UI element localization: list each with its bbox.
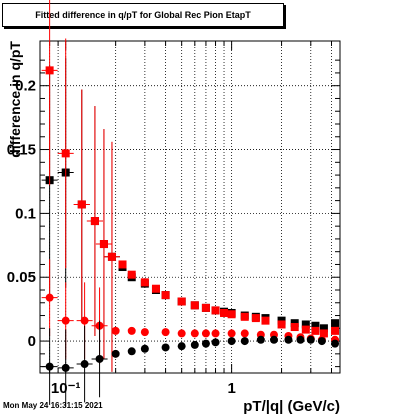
data-point-square <box>301 320 310 329</box>
data-point-square <box>277 320 286 329</box>
data-point-square <box>90 217 99 226</box>
y-tick-label: 0.2 <box>15 78 36 95</box>
data-point-circle <box>284 335 293 344</box>
data-point-square <box>211 306 220 315</box>
data-point-circle <box>45 362 54 371</box>
timestamp: Mon May 24 16:31:15 2021 <box>3 401 103 410</box>
data-point-circle <box>177 342 186 351</box>
data-point-square <box>240 312 249 321</box>
data-point-square <box>331 319 340 328</box>
x-axis-title: pT/|q| (GeV/c) <box>243 398 340 414</box>
chart-title: Fitted difference in q/pT for Global Rec… <box>2 3 284 27</box>
data-point-circle <box>61 363 70 372</box>
data-point-circle <box>127 326 136 335</box>
data-point-square <box>227 310 236 319</box>
data-point-square <box>77 200 86 209</box>
data-point-circle <box>80 316 89 325</box>
data-point-circle <box>95 354 104 363</box>
data-point-circle <box>240 329 249 338</box>
data-point-circle <box>127 347 136 356</box>
data-point-square <box>319 324 328 333</box>
y-axis-title: difference in q/pT <box>7 41 23 158</box>
data-point-circle <box>201 339 210 348</box>
data-point-circle <box>331 339 340 348</box>
y-tick-label: 0 <box>28 333 36 350</box>
data-point-circle <box>161 328 170 337</box>
data-point-circle <box>111 326 120 335</box>
data-point-circle <box>190 340 199 349</box>
data-point-circle <box>111 349 120 358</box>
data-point-square <box>161 291 170 300</box>
data-point-circle <box>140 328 149 337</box>
y-tick-label: 0.1 <box>15 205 36 222</box>
data-point-circle <box>201 329 210 338</box>
data-point-circle <box>240 337 249 346</box>
data-point-circle <box>177 329 186 338</box>
data-point-circle <box>317 337 326 346</box>
data-point-square <box>201 303 210 312</box>
data-point-circle <box>211 338 220 347</box>
data-point-circle <box>211 329 220 338</box>
data-point-square <box>251 314 260 323</box>
data-point-square <box>319 329 328 338</box>
data-point-circle <box>140 344 149 353</box>
data-point-square <box>151 284 160 293</box>
data-point-circle <box>61 316 70 325</box>
data-point-square <box>220 308 229 317</box>
y-tick-label: 0.05 <box>7 269 36 286</box>
data-point-circle <box>227 337 236 346</box>
data-point-square <box>61 149 70 158</box>
data-point-circle <box>45 293 54 302</box>
data-point-square <box>127 270 136 279</box>
x-tick-label: 1 <box>227 380 235 397</box>
data-point-circle <box>80 360 89 369</box>
data-point-square <box>261 316 270 325</box>
data-point-circle <box>190 329 199 338</box>
data-point-square <box>331 326 340 335</box>
data-point-square <box>311 321 320 330</box>
data-point-square <box>140 278 149 287</box>
data-point-circle <box>269 335 278 344</box>
data-point-square <box>311 326 320 335</box>
data-point-square <box>177 297 186 306</box>
plot-frame <box>39 40 341 374</box>
data-point-square <box>45 66 54 75</box>
data-point-square <box>118 260 127 269</box>
data-point-circle <box>306 335 315 344</box>
data-point-square <box>190 301 199 310</box>
data-point-square <box>107 252 116 261</box>
data-point-square <box>301 325 310 334</box>
data-point-circle <box>161 343 170 352</box>
data-point-square <box>99 240 108 249</box>
y-tick-label: 0.15 <box>7 142 36 159</box>
data-point-circle <box>256 335 265 344</box>
data-point-square <box>290 323 299 332</box>
data-point-circle <box>296 335 305 344</box>
data-point-circle <box>227 329 236 338</box>
